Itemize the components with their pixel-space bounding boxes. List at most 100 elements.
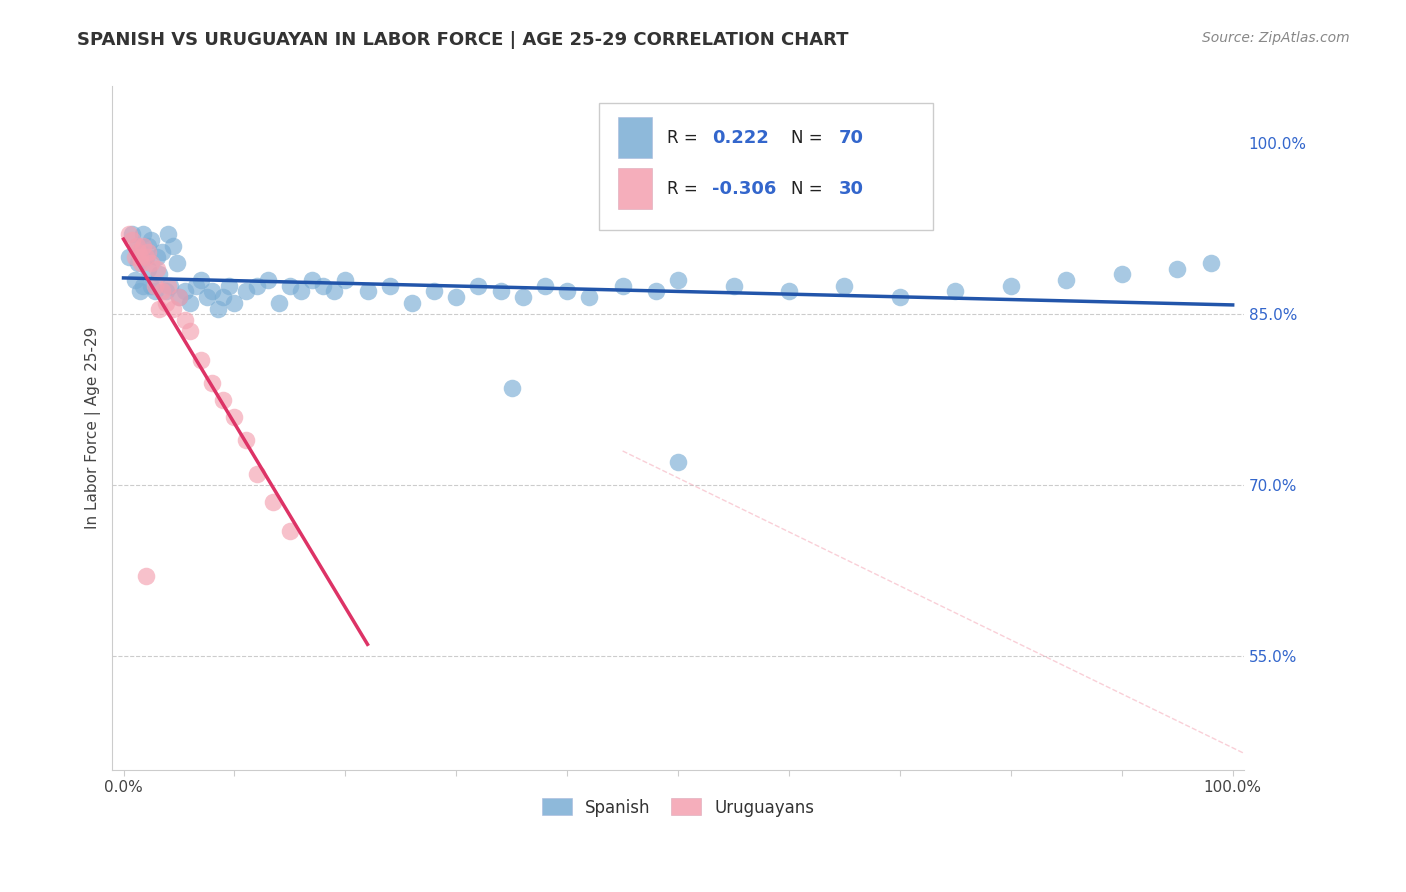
Point xyxy=(246,467,269,481)
Text: N =: N = xyxy=(792,128,828,146)
Point xyxy=(135,569,157,583)
Point xyxy=(645,285,668,299)
Point xyxy=(173,285,195,299)
Point xyxy=(578,290,600,304)
Point xyxy=(143,285,166,299)
Point xyxy=(512,290,534,304)
Point xyxy=(136,244,159,259)
Point xyxy=(124,250,146,264)
Point xyxy=(179,296,201,310)
Text: R =: R = xyxy=(666,180,703,198)
Point xyxy=(666,273,689,287)
Point xyxy=(190,352,212,367)
Point xyxy=(129,256,152,270)
Point xyxy=(212,290,235,304)
Point xyxy=(148,268,170,282)
Point xyxy=(501,381,523,395)
Point xyxy=(135,250,157,264)
Point xyxy=(1000,278,1022,293)
Point xyxy=(723,278,745,293)
Point xyxy=(262,495,284,509)
Point xyxy=(195,290,218,304)
Point xyxy=(301,273,323,287)
Point xyxy=(666,455,689,469)
Point xyxy=(378,278,401,293)
Point xyxy=(127,256,149,270)
Point xyxy=(224,409,246,424)
Point xyxy=(132,239,155,253)
Point xyxy=(118,250,141,264)
Point xyxy=(212,392,235,407)
Point xyxy=(166,256,188,270)
FancyBboxPatch shape xyxy=(619,169,652,210)
Point xyxy=(143,278,166,293)
Text: Source: ZipAtlas.com: Source: ZipAtlas.com xyxy=(1202,31,1350,45)
Point xyxy=(207,301,229,316)
Point xyxy=(224,296,246,310)
Point xyxy=(612,278,634,293)
Point xyxy=(335,273,357,287)
Point xyxy=(132,227,155,242)
Point xyxy=(121,233,143,247)
Point xyxy=(129,285,152,299)
Point xyxy=(125,239,148,253)
FancyBboxPatch shape xyxy=(599,103,932,230)
Point xyxy=(555,285,578,299)
Text: SPANISH VS URUGUAYAN IN LABOR FORCE | AGE 25-29 CORRELATION CHART: SPANISH VS URUGUAYAN IN LABOR FORCE | AG… xyxy=(77,31,849,49)
Point xyxy=(201,376,224,390)
Point xyxy=(167,290,190,304)
Point xyxy=(141,233,163,247)
Point xyxy=(1054,273,1077,287)
Point xyxy=(136,261,159,276)
Point xyxy=(356,285,378,299)
Point xyxy=(190,273,212,287)
Point xyxy=(150,285,173,299)
Legend: Spanish, Uruguayans: Spanish, Uruguayans xyxy=(536,792,821,823)
Text: 0.222: 0.222 xyxy=(711,128,769,146)
FancyBboxPatch shape xyxy=(619,117,652,158)
Point xyxy=(118,227,141,242)
Point xyxy=(162,301,184,316)
Point xyxy=(125,239,148,253)
Point xyxy=(162,239,184,253)
Point xyxy=(778,285,800,299)
Point xyxy=(135,250,157,264)
Point xyxy=(534,278,557,293)
Y-axis label: In Labor Force | Age 25-29: In Labor Force | Age 25-29 xyxy=(86,327,101,529)
Point xyxy=(423,285,446,299)
Text: R =: R = xyxy=(666,128,703,146)
Point xyxy=(148,301,170,316)
Point xyxy=(489,285,512,299)
Point xyxy=(173,313,195,327)
Point xyxy=(124,273,146,287)
Point xyxy=(141,256,163,270)
Point xyxy=(201,285,224,299)
Point xyxy=(246,278,269,293)
Text: 30: 30 xyxy=(839,180,863,198)
Point xyxy=(290,285,312,299)
Point xyxy=(267,296,290,310)
Text: 70: 70 xyxy=(839,128,863,146)
Point xyxy=(278,524,301,538)
Point xyxy=(945,285,967,299)
Point xyxy=(235,285,257,299)
Point xyxy=(235,433,257,447)
Point xyxy=(146,261,169,276)
Point xyxy=(127,244,149,259)
Point xyxy=(150,244,173,259)
Point xyxy=(1199,256,1222,270)
Point xyxy=(218,278,240,293)
Point xyxy=(121,227,143,242)
Point xyxy=(132,278,155,293)
Text: -0.306: -0.306 xyxy=(711,180,776,198)
Point xyxy=(155,296,177,310)
Point xyxy=(159,278,181,293)
Point xyxy=(156,227,179,242)
Point xyxy=(401,296,423,310)
Point xyxy=(141,278,163,293)
Point xyxy=(467,278,489,293)
Point xyxy=(146,250,169,264)
Point xyxy=(136,239,159,253)
Point xyxy=(1166,261,1188,276)
Point xyxy=(256,273,278,287)
